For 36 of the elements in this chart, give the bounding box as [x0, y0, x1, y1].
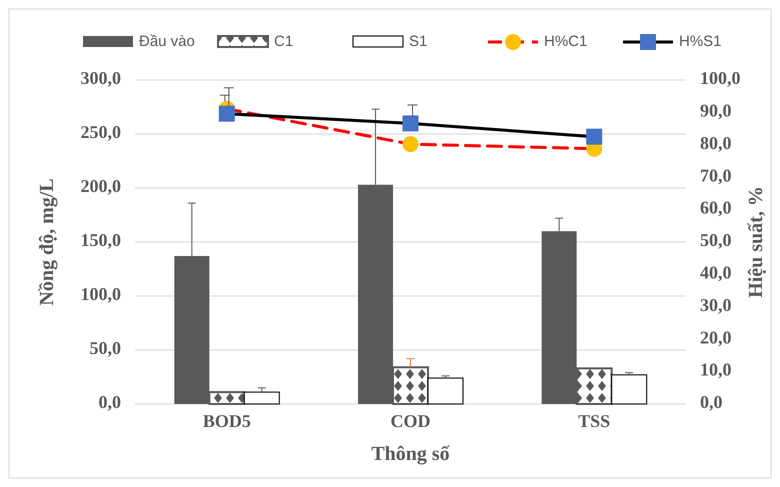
x-tick-label: COD [390, 411, 430, 431]
y-tick-label: 100,0 [80, 284, 121, 304]
y2-tick-label: 90,0 [700, 100, 732, 121]
bar [244, 392, 280, 404]
legend-label: H%S1 [679, 32, 722, 50]
y-tick-label: 250,0 [80, 122, 121, 142]
x-tick-label: BOD5 [202, 411, 251, 431]
legend-label: H%C1 [544, 32, 588, 50]
y-tick-label: 0,0 [98, 392, 121, 412]
x-axis-title: Thông số [371, 443, 451, 465]
point [586, 128, 602, 145]
bar [428, 378, 464, 404]
y2-tick-label: 20,0 [700, 327, 732, 348]
y2-tick-label: 0,0 [700, 392, 722, 412]
y2-tick-label: 60,0 [700, 198, 732, 218]
y2-tick-label: 70,0 [700, 165, 732, 186]
y-axis-title: Nồng độ, mg/L [36, 178, 58, 306]
legend-label: S1 [409, 32, 428, 50]
y-tick-label: 150,0 [80, 230, 121, 250]
y2-axis-title: Hiệu suất, % [745, 186, 767, 298]
legend-label: C1 [274, 32, 294, 50]
x-tick-label: TSS [578, 411, 610, 431]
point [402, 136, 418, 152]
y2-tick-label: 100,0 [700, 68, 740, 88]
y2-tick-label: 50,0 [700, 230, 732, 250]
y-tick-label: 200,0 [80, 176, 121, 196]
point [218, 106, 235, 122]
y2-tick-label: 40,0 [700, 262, 732, 283]
bar [611, 374, 648, 404]
legend-label: Đầu vào [139, 32, 195, 50]
y2-tick-label: 10,0 [700, 360, 732, 380]
y-tick-label: 50,0 [90, 338, 121, 358]
y2-tick-label: 30,0 [700, 294, 732, 315]
point [402, 115, 418, 132]
y-tick-label: 300,0 [80, 68, 121, 88]
y2-tick-label: 80,0 [700, 132, 732, 153]
